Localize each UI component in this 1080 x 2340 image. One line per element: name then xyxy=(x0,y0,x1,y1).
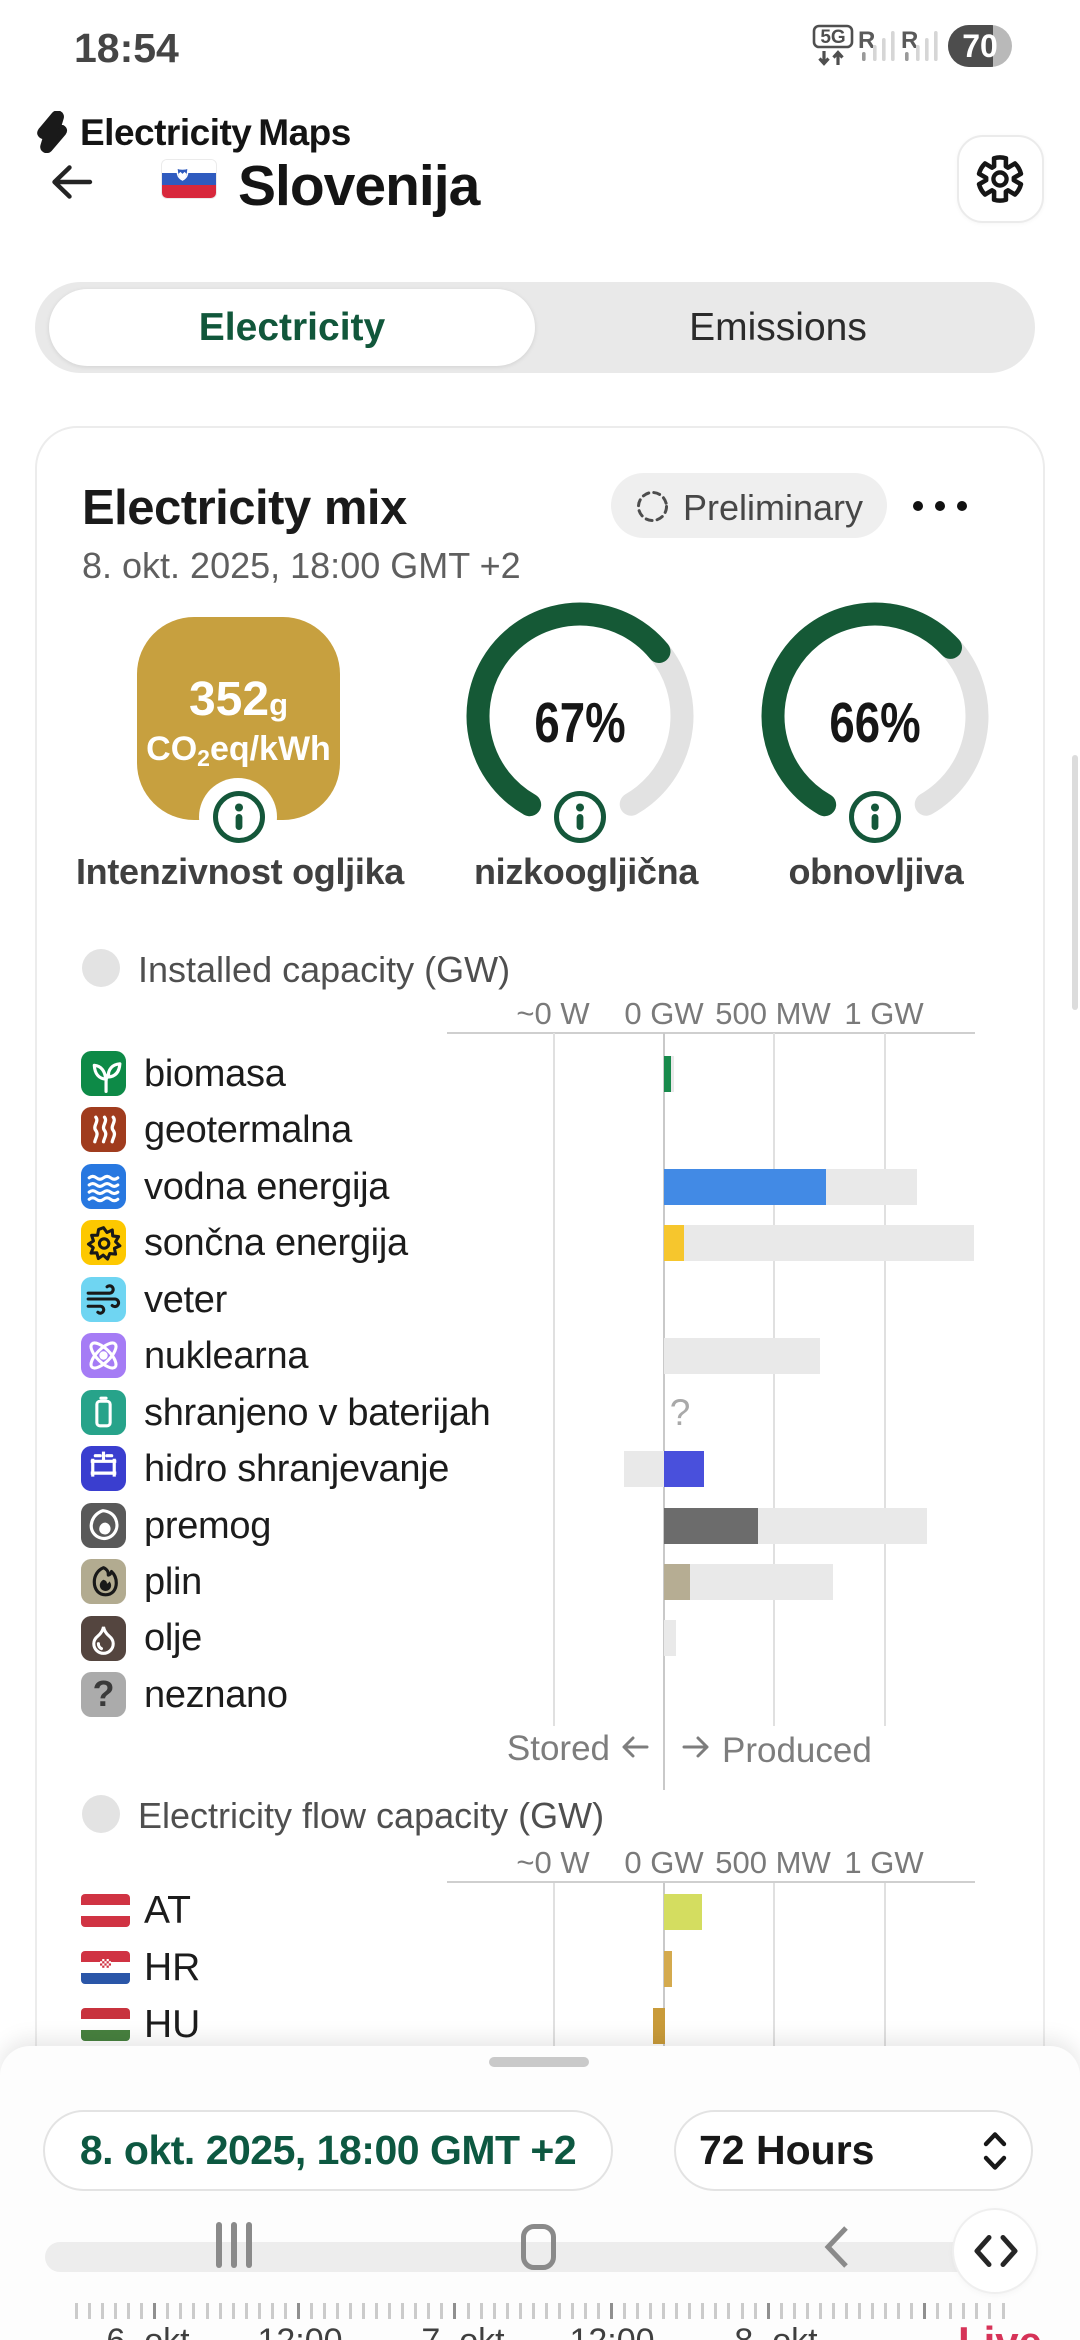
svg-text:5G: 5G xyxy=(820,27,845,48)
svg-text:?: ? xyxy=(93,1674,115,1714)
